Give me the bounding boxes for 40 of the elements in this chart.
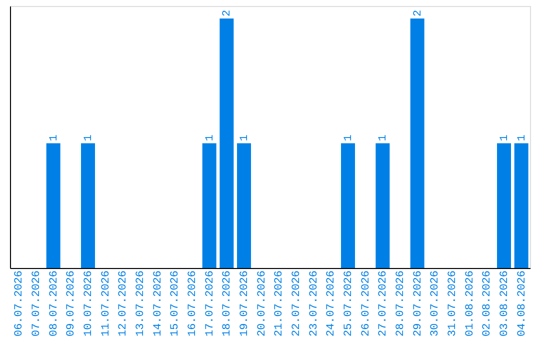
data-label: 1: [239, 134, 251, 142]
x-tick-label: 27.07.2026: [378, 270, 390, 337]
x-tick-label: 03.08.2026: [499, 270, 511, 337]
x-tick-label: 15.07.2026: [170, 270, 182, 337]
x-tick-label: 19.07.2026: [239, 270, 251, 337]
data-label: 1: [343, 134, 355, 142]
x-tick-label: 12.07.2026: [118, 270, 130, 337]
x-tick-label: 10.07.2026: [83, 270, 95, 337]
x-tick-label: 09.07.2026: [66, 270, 78, 337]
x-tick-label: 11.07.2026: [100, 270, 112, 337]
x-tick-label: 26.07.2026: [360, 270, 372, 337]
data-label: 1: [83, 134, 95, 142]
x-tick-label: 02.08.2026: [482, 270, 494, 337]
x-tick-label: 01.08.2026: [464, 270, 476, 337]
x-tick-label: 24.07.2026: [326, 270, 338, 337]
data-label: 1: [516, 134, 528, 142]
x-tick-label: 28.07.2026: [395, 270, 407, 337]
x-tick-label: 04.08.2026: [516, 270, 528, 337]
x-tick-label: 16.07.2026: [187, 270, 199, 337]
x-tick-label: 22.07.2026: [291, 270, 303, 337]
x-tick-label: 20.07.2026: [256, 270, 268, 337]
data-label: 2: [412, 10, 424, 16]
x-tick-label: 25.07.2026: [343, 270, 355, 337]
data-label: 1: [378, 134, 390, 142]
data-label: 1: [499, 134, 511, 142]
x-tick-label: 17.07.2026: [204, 270, 216, 337]
data-label: 1: [48, 134, 60, 142]
x-tick-label: 23.07.2026: [308, 270, 320, 337]
data-label: 1: [204, 134, 216, 142]
data-label: 2: [222, 10, 234, 16]
x-tick-label: 18.07.2026: [222, 270, 234, 337]
x-tick-label: 07.07.2026: [31, 270, 43, 337]
x-tick-label: 21.07.2026: [274, 270, 286, 337]
x-tick-label: 13.07.2026: [135, 270, 147, 337]
x-tick-label: 30.07.2026: [430, 270, 442, 337]
x-tick-label: 08.07.2026: [48, 270, 60, 337]
x-tick-label: 29.07.2026: [412, 270, 424, 337]
x-tick-label: 31.07.2026: [447, 270, 459, 337]
x-tick-label: 14.07.2026: [152, 270, 164, 337]
x-tick-label: 06.07.2026: [14, 270, 26, 337]
